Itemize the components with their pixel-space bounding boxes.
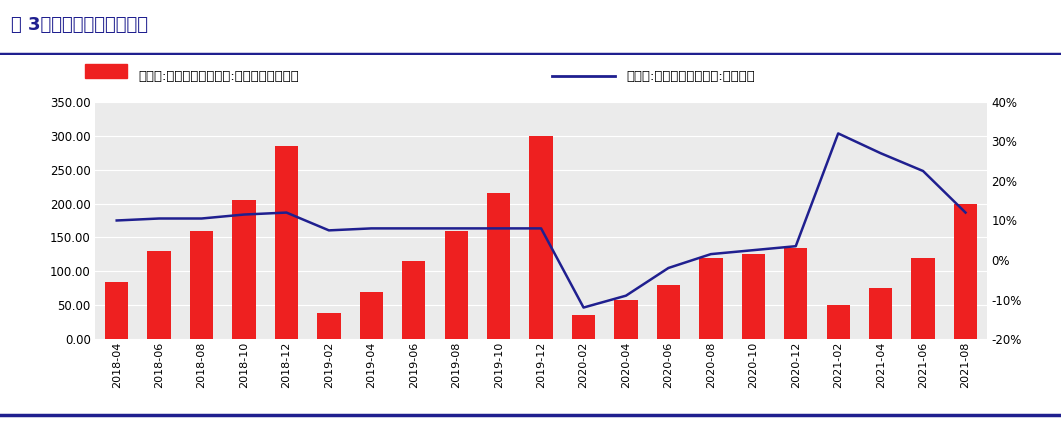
Bar bbox=[147, 251, 171, 339]
Bar bbox=[742, 254, 765, 339]
Bar bbox=[911, 258, 935, 339]
Bar bbox=[360, 292, 383, 339]
Bar bbox=[487, 193, 510, 339]
Bar bbox=[614, 300, 638, 339]
Bar bbox=[529, 136, 553, 339]
Text: 物流业:全国社会物流总额:累计值（万亿元）: 物流业:全国社会物流总额:累计值（万亿元） bbox=[138, 70, 299, 83]
Bar bbox=[572, 315, 595, 339]
Bar bbox=[699, 258, 723, 339]
Bar bbox=[869, 288, 892, 339]
Bar bbox=[190, 231, 213, 339]
Bar bbox=[954, 204, 977, 339]
Bar bbox=[232, 200, 256, 339]
Text: 图 3社会物流总额月度变化: 图 3社会物流总额月度变化 bbox=[11, 16, 147, 34]
Bar bbox=[105, 282, 128, 339]
Bar bbox=[784, 248, 807, 339]
Bar bbox=[827, 305, 850, 339]
Bar bbox=[402, 261, 425, 339]
Bar bbox=[317, 313, 341, 339]
Bar bbox=[445, 231, 468, 339]
Bar bbox=[275, 146, 298, 339]
Bar bbox=[85, 64, 127, 78]
Text: 物流业:全国社会物流总额:累计同比: 物流业:全国社会物流总额:累计同比 bbox=[626, 70, 754, 83]
Bar bbox=[657, 285, 680, 339]
